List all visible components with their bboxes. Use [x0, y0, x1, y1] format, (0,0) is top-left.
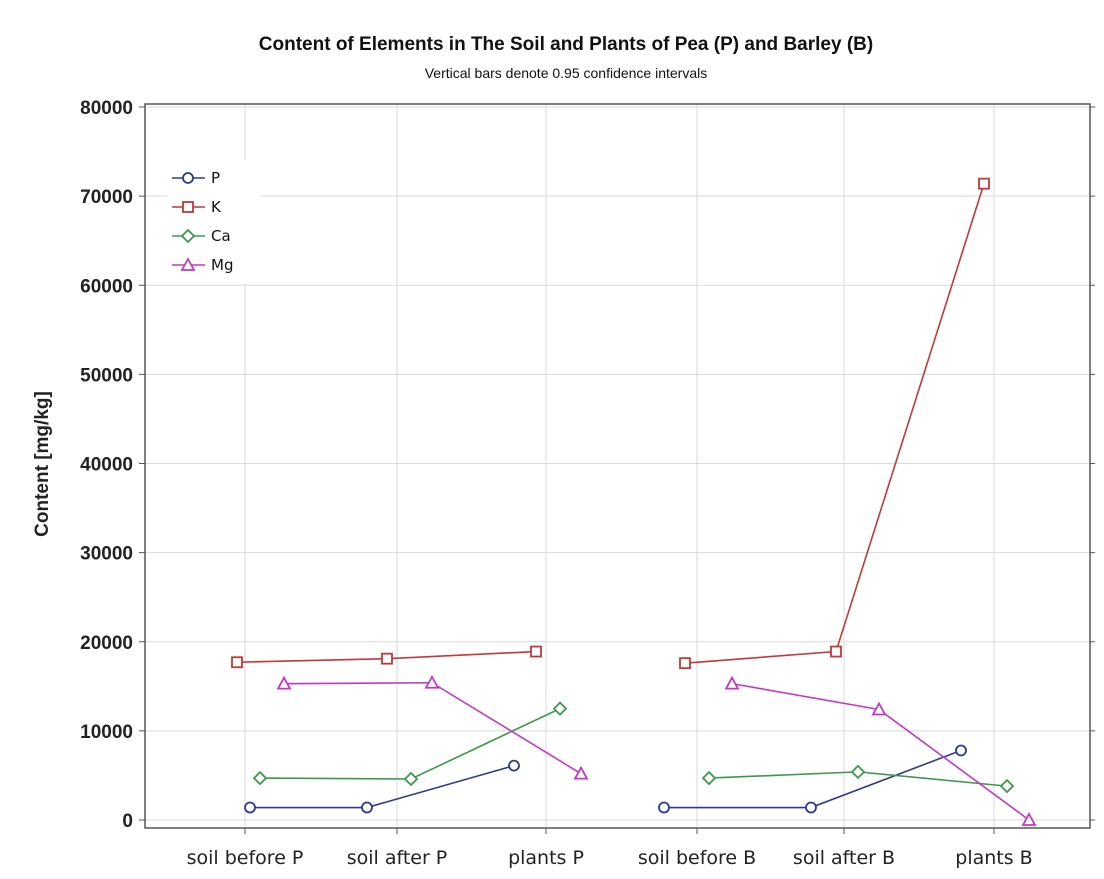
legend-label-Ca: Ca	[211, 227, 231, 245]
series-P	[244, 744, 967, 814]
y-tick-label: 10000	[80, 722, 133, 743]
chart-subtitle: Vertical bars denote 0.95 confidence int…	[425, 65, 708, 81]
data-point-K	[381, 652, 393, 665]
y-tick-label: 50000	[80, 365, 133, 386]
data-point-K	[978, 177, 990, 190]
data-point-P	[805, 801, 817, 814]
y-tick-label: 20000	[80, 633, 133, 654]
x-tick-label: plants P	[508, 847, 584, 869]
series-Ca	[252, 701, 1015, 794]
y-tick-label: 70000	[80, 187, 133, 208]
chart-title: Content of Elements in The Soil and Plan…	[259, 34, 873, 55]
data-point-Mg	[871, 701, 887, 716]
data-point-Ca	[701, 770, 717, 786]
data-point-P	[658, 801, 670, 814]
data-point-Ca	[403, 771, 419, 787]
data-point-Mg	[276, 675, 292, 690]
legend: PK Ca Mg	[168, 160, 260, 284]
data-point-Ca	[252, 770, 268, 786]
data-point-Mg	[1021, 812, 1037, 826]
legend-marker-Mg	[180, 257, 196, 271]
data-point-K	[530, 645, 542, 658]
data-point-Mg	[724, 675, 740, 690]
data-point-P	[244, 801, 256, 814]
axes: 0 10000 20000 30000 40000 50000 60000 70000 8000…	[80, 98, 1095, 869]
series-K	[231, 177, 990, 670]
data-point-P	[508, 759, 520, 772]
data-point-Mg	[424, 674, 440, 689]
data-point-P	[955, 744, 967, 757]
y-axis-label: Content [mg/kg]	[32, 391, 53, 537]
legend-marker-Ca	[180, 228, 196, 244]
data-point-Ca	[850, 764, 866, 780]
legend-marker-K	[182, 201, 194, 213]
data-point-Ca	[999, 778, 1015, 794]
x-tick-label: soil before P	[187, 847, 304, 869]
data-point-Ca	[552, 701, 568, 716]
y-tick-label: 60000	[80, 276, 133, 297]
x-tick-label: soil after B	[793, 847, 895, 869]
x-tick-label: soil after P	[347, 847, 448, 869]
series-Mg	[276, 674, 1037, 826]
series	[231, 177, 1037, 826]
y-tick-label: 30000	[80, 544, 133, 565]
legend-label-K: K	[211, 198, 222, 216]
plot-frame	[144, 103, 1091, 829]
data-point-P	[361, 801, 373, 814]
y-tick-label: 80000	[80, 98, 133, 119]
data-point-Mg	[573, 765, 589, 780]
legend-label-Mg: Mg	[211, 256, 233, 274]
y-tick-label: 40000	[80, 455, 133, 476]
x-tick-label: plants B	[955, 847, 1032, 869]
y-tick-label: 0	[122, 811, 133, 832]
grid	[145, 104, 1090, 828]
data-point-K	[679, 657, 691, 670]
data-point-K	[231, 656, 243, 669]
legend-label-P: P	[211, 169, 220, 187]
legend-marker-P	[182, 172, 194, 184]
x-tick-label: soil before B	[638, 847, 756, 869]
data-point-K	[830, 645, 842, 658]
